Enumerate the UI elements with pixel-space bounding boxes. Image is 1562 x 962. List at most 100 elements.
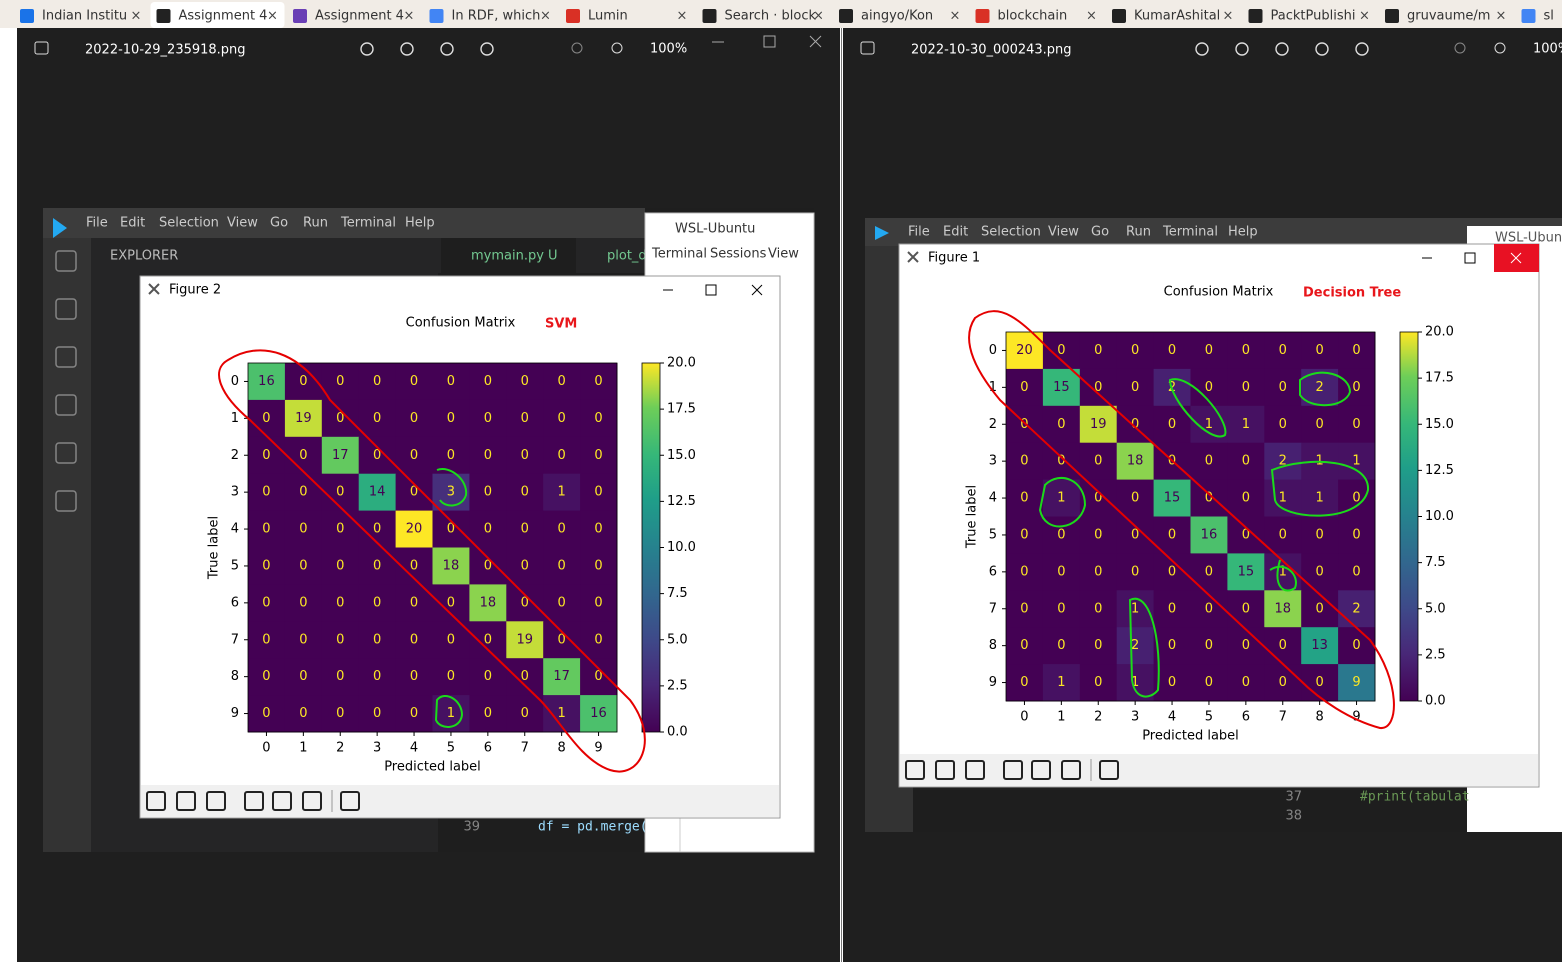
matrix-cell bbox=[284, 473, 323, 512]
zoom-out[interactable] bbox=[571, 42, 583, 54]
activity-icon[interactable] bbox=[55, 250, 77, 272]
wsl-menu[interactable]: View bbox=[768, 247, 799, 262]
toolbar-button[interactable] bbox=[1315, 42, 1329, 56]
toolbar-button[interactable] bbox=[1275, 42, 1289, 56]
browser-tab[interactable] bbox=[287, 2, 421, 28]
activity-icon[interactable] bbox=[55, 442, 77, 464]
y-tick-label: 3 bbox=[231, 485, 239, 500]
maximize[interactable] bbox=[1464, 252, 1476, 264]
cell-value: 0 bbox=[484, 632, 492, 647]
wsl-menu[interactable]: Sessions bbox=[710, 247, 767, 262]
toolbar-button[interactable] bbox=[206, 791, 226, 811]
toolbar-button[interactable] bbox=[1061, 760, 1081, 780]
cell-value: 0 bbox=[521, 374, 529, 389]
menu-item[interactable]: Run bbox=[1126, 225, 1151, 240]
matrix-cell bbox=[1042, 664, 1081, 702]
toolbar-button[interactable] bbox=[1195, 42, 1209, 56]
cell-value: 0 bbox=[373, 706, 381, 721]
browser-tab[interactable] bbox=[1379, 2, 1513, 28]
cell-value: 1 bbox=[1316, 491, 1324, 506]
matrix-cell bbox=[321, 621, 360, 659]
activity-icon[interactable] bbox=[55, 490, 77, 512]
toolbar-button[interactable] bbox=[965, 760, 985, 780]
menu-item[interactable]: Run bbox=[303, 216, 328, 231]
cell-value: 0 bbox=[373, 522, 381, 537]
close[interactable] bbox=[1510, 252, 1522, 264]
cell-value: 0 bbox=[299, 374, 307, 389]
activity-icon[interactable] bbox=[55, 346, 77, 368]
menu-item[interactable]: Go bbox=[1091, 225, 1109, 240]
matrix-cell bbox=[469, 510, 507, 548]
editor-tab[interactable]: mymain.py U bbox=[471, 249, 558, 264]
menu-item[interactable]: Go bbox=[270, 216, 288, 231]
zoom-in[interactable] bbox=[611, 42, 623, 54]
menu-item[interactable]: Help bbox=[405, 216, 435, 231]
wsl-menu[interactable]: Terminal bbox=[651, 247, 707, 262]
browser-tab[interactable] bbox=[696, 2, 831, 28]
matrix-cell bbox=[321, 695, 360, 733]
toolbar-button[interactable] bbox=[440, 42, 454, 56]
toolbar-button[interactable] bbox=[400, 42, 414, 56]
toolbar-button[interactable] bbox=[480, 42, 494, 56]
cell-value: 0 bbox=[410, 669, 418, 684]
cell-value: 0 bbox=[1131, 380, 1139, 395]
toolbar-button[interactable] bbox=[244, 791, 264, 811]
toolbar-button[interactable] bbox=[905, 760, 925, 780]
cell-value: 0 bbox=[447, 448, 455, 463]
browser-tab[interactable] bbox=[560, 2, 694, 28]
zoom-in[interactable] bbox=[1494, 42, 1506, 54]
toolbar-button[interactable] bbox=[272, 791, 292, 811]
matrix-cell bbox=[580, 363, 618, 401]
browser-tab[interactable] bbox=[423, 2, 558, 28]
matrix-cell bbox=[506, 363, 544, 401]
menu-item[interactable]: Selection bbox=[981, 225, 1041, 240]
browser-tab[interactable] bbox=[833, 2, 967, 28]
activity-icon[interactable] bbox=[55, 298, 77, 320]
matrix-cell bbox=[248, 584, 286, 622]
toolbar-button[interactable] bbox=[340, 791, 360, 811]
toolbar-button[interactable] bbox=[360, 42, 374, 56]
matrix-cell bbox=[248, 473, 286, 512]
menu-item[interactable]: Selection bbox=[159, 216, 219, 231]
cell-value: 0 bbox=[521, 669, 529, 684]
cell-value: 2 bbox=[1279, 454, 1287, 469]
menu-item[interactable]: Edit bbox=[120, 216, 145, 231]
cell-value: 0 bbox=[558, 632, 566, 647]
cell-value: 0 bbox=[447, 669, 455, 684]
menu-item[interactable]: View bbox=[227, 216, 258, 231]
menu-item[interactable]: Terminal bbox=[340, 216, 396, 231]
matrix-cell bbox=[506, 473, 544, 512]
y-tick-label: 1 bbox=[989, 380, 997, 395]
menu-item[interactable]: File bbox=[86, 216, 108, 231]
editor-tab[interactable]: plot_d bbox=[607, 249, 647, 264]
menu-item[interactable]: View bbox=[1048, 225, 1079, 240]
browser-tab[interactable] bbox=[1106, 2, 1240, 28]
matrix-cell bbox=[358, 695, 397, 733]
toolbar-button[interactable] bbox=[1355, 42, 1369, 56]
toolbar-button[interactable] bbox=[1003, 760, 1023, 780]
toolbar-button[interactable] bbox=[302, 791, 322, 811]
toolbar-button[interactable] bbox=[1099, 760, 1119, 780]
zoom-out[interactable] bbox=[1454, 42, 1466, 54]
tab-icon bbox=[1248, 9, 1263, 23]
cell-value: 0 bbox=[484, 448, 492, 463]
menu-item[interactable]: File bbox=[908, 225, 930, 240]
menu-item[interactable]: Help bbox=[1228, 225, 1258, 240]
menu-item[interactable]: Edit bbox=[943, 225, 968, 240]
menu-item[interactable]: Terminal bbox=[1162, 225, 1218, 240]
cell-value: 16 bbox=[1201, 527, 1218, 542]
activity-icon[interactable] bbox=[55, 394, 77, 416]
browser-tab[interactable] bbox=[969, 2, 1104, 28]
toolbar-button[interactable] bbox=[146, 791, 166, 811]
browser-tab[interactable] bbox=[150, 2, 285, 28]
browser-tab[interactable] bbox=[1242, 2, 1377, 28]
toolbar-button[interactable] bbox=[935, 760, 955, 780]
close[interactable] bbox=[751, 284, 763, 296]
matrix-cell bbox=[1190, 516, 1228, 554]
toolbar-button[interactable] bbox=[1031, 760, 1051, 780]
toolbar-button[interactable] bbox=[176, 791, 196, 811]
cell-value: 0 bbox=[1316, 601, 1324, 616]
browser-tab[interactable] bbox=[14, 2, 148, 28]
maximize[interactable] bbox=[705, 284, 717, 296]
toolbar-button[interactable] bbox=[1235, 42, 1249, 56]
